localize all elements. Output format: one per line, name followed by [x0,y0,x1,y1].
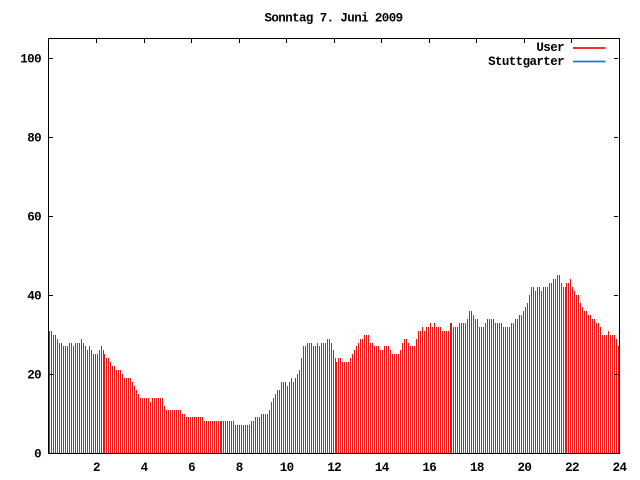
svg-text:60: 60 [27,211,41,225]
svg-text:14: 14 [375,461,390,475]
svg-text:20: 20 [27,369,41,383]
svg-text:40: 40 [27,290,41,304]
svg-text:2: 2 [93,461,100,475]
svg-text:12: 12 [327,461,341,475]
svg-text:Sonntag 7. Juni 2009: Sonntag 7. Juni 2009 [264,12,402,26]
svg-text:0: 0 [34,448,41,462]
svg-text:Stuttgarter: Stuttgarter [488,55,564,69]
svg-text:100: 100 [20,53,41,67]
svg-text:User: User [536,41,564,55]
svg-text:24: 24 [613,461,628,475]
svg-text:4: 4 [141,461,149,475]
svg-text:22: 22 [565,461,579,475]
svg-text:20: 20 [517,461,531,475]
svg-text:16: 16 [422,461,436,475]
svg-text:6: 6 [188,461,195,475]
svg-text:10: 10 [280,461,294,475]
svg-text:8: 8 [236,461,243,475]
svg-text:80: 80 [27,132,41,146]
svg-text:18: 18 [470,461,484,475]
